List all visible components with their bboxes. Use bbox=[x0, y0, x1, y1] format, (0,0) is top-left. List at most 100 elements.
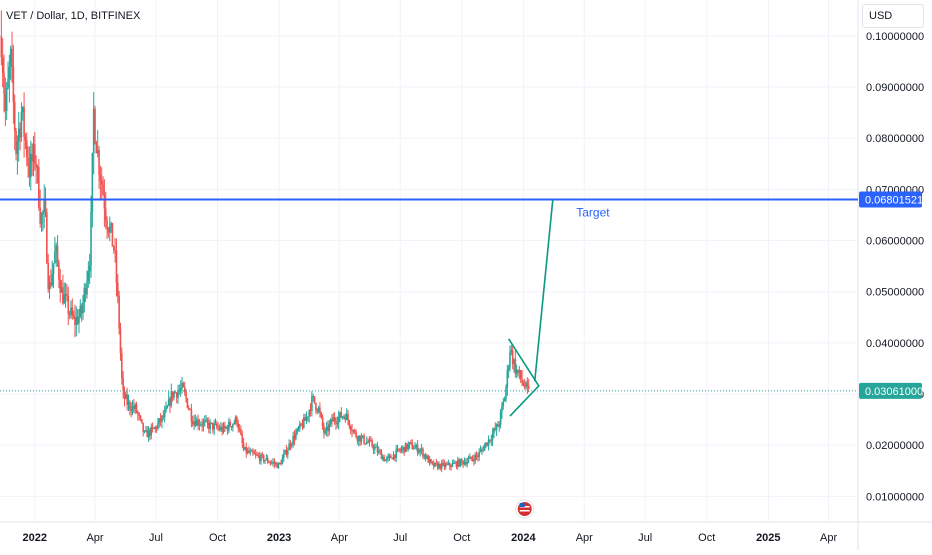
candle-body bbox=[60, 287, 63, 293]
candle-body bbox=[137, 412, 139, 415]
candle-body bbox=[471, 458, 474, 460]
candle-body bbox=[399, 450, 402, 452]
candle-body bbox=[316, 409, 319, 412]
candle-body bbox=[285, 450, 288, 455]
candle-body bbox=[483, 445, 486, 451]
candle-body bbox=[447, 462, 450, 465]
candle-body bbox=[99, 174, 102, 181]
candle-body bbox=[517, 369, 519, 373]
candle-body bbox=[324, 430, 327, 434]
candle-body bbox=[226, 427, 229, 431]
candle-body bbox=[375, 446, 377, 448]
candle-body bbox=[477, 455, 479, 457]
x-tick-label: Apr bbox=[576, 532, 593, 544]
candle-body bbox=[481, 449, 483, 451]
candle-body bbox=[246, 450, 249, 454]
x-tick-label: Apr bbox=[820, 532, 837, 544]
candle-body bbox=[349, 426, 352, 431]
candle-body bbox=[157, 423, 159, 429]
candle-body bbox=[313, 396, 316, 404]
candle-body bbox=[66, 294, 68, 297]
candle-body bbox=[103, 194, 106, 209]
candle-body bbox=[245, 446, 248, 454]
candle-body bbox=[335, 421, 337, 424]
candle-body bbox=[254, 453, 257, 455]
candle-body bbox=[217, 427, 219, 429]
candle-body bbox=[163, 411, 166, 418]
candle-body bbox=[460, 459, 463, 462]
candle-body bbox=[440, 462, 443, 469]
candle-body bbox=[344, 416, 347, 420]
currency-selector[interactable] bbox=[862, 4, 924, 28]
candle-body bbox=[212, 422, 214, 430]
candle-body bbox=[167, 398, 170, 406]
candle-body bbox=[443, 462, 446, 467]
candle-body bbox=[276, 463, 278, 468]
candle-body bbox=[150, 426, 153, 436]
breakout-projection-line bbox=[533, 199, 554, 382]
candle-body bbox=[198, 424, 201, 426]
candle-body bbox=[194, 421, 197, 426]
candle-body bbox=[34, 144, 36, 164]
candle-body bbox=[424, 454, 427, 459]
candle-body bbox=[206, 419, 209, 423]
candle-body bbox=[12, 66, 15, 103]
candle-body bbox=[280, 463, 282, 465]
candle-body bbox=[491, 433, 494, 441]
candle-body bbox=[442, 462, 444, 464]
candle-body bbox=[67, 296, 70, 314]
candle-body bbox=[264, 460, 266, 462]
candle-body bbox=[363, 435, 365, 444]
candle-body bbox=[174, 392, 177, 394]
candle-body bbox=[444, 464, 447, 467]
candle-body bbox=[273, 462, 276, 464]
candle-body bbox=[454, 462, 456, 464]
candle-body bbox=[234, 417, 237, 423]
candle-body bbox=[489, 439, 491, 441]
candle-body bbox=[153, 427, 155, 429]
candle-body bbox=[301, 424, 304, 428]
candle-body bbox=[102, 184, 104, 195]
candle-body bbox=[378, 450, 380, 453]
candle-body bbox=[416, 444, 419, 453]
candle-body bbox=[201, 424, 203, 426]
candle-body bbox=[487, 439, 490, 446]
y-tick-label: 0.10000000 bbox=[866, 31, 924, 43]
candle-body bbox=[96, 150, 99, 154]
candle-body bbox=[202, 421, 205, 426]
candle-body bbox=[292, 435, 294, 444]
candle-body bbox=[345, 413, 348, 420]
y-tick-label: 0.05000000 bbox=[866, 287, 924, 299]
candle-body bbox=[130, 409, 132, 412]
candle-body bbox=[80, 305, 83, 314]
candle-body bbox=[261, 454, 264, 456]
candle-body bbox=[5, 87, 8, 112]
candle-body bbox=[106, 220, 108, 229]
candle-body bbox=[104, 208, 107, 221]
x-tick-label: Apr bbox=[86, 532, 103, 544]
candle-body bbox=[269, 462, 272, 464]
candle-body bbox=[240, 429, 242, 435]
candle-body bbox=[490, 440, 493, 442]
target-price-tag-box bbox=[859, 191, 922, 208]
candle-body bbox=[8, 66, 11, 79]
candle-body bbox=[46, 212, 48, 263]
candle-body bbox=[47, 262, 49, 290]
candle-body bbox=[343, 416, 345, 418]
candle-body bbox=[4, 93, 7, 112]
candle-body bbox=[74, 316, 76, 326]
candle-body bbox=[177, 391, 179, 398]
candle-body bbox=[270, 462, 273, 464]
candle-body bbox=[388, 455, 391, 457]
candle-body bbox=[178, 390, 181, 392]
target-annotation: Target bbox=[576, 205, 610, 219]
candle-body bbox=[52, 263, 55, 275]
candle-body bbox=[108, 225, 111, 233]
candle-body bbox=[501, 405, 503, 412]
candle-body bbox=[323, 425, 325, 434]
candle-body bbox=[35, 163, 37, 168]
candle-body bbox=[420, 448, 423, 450]
candle-body bbox=[161, 415, 163, 422]
